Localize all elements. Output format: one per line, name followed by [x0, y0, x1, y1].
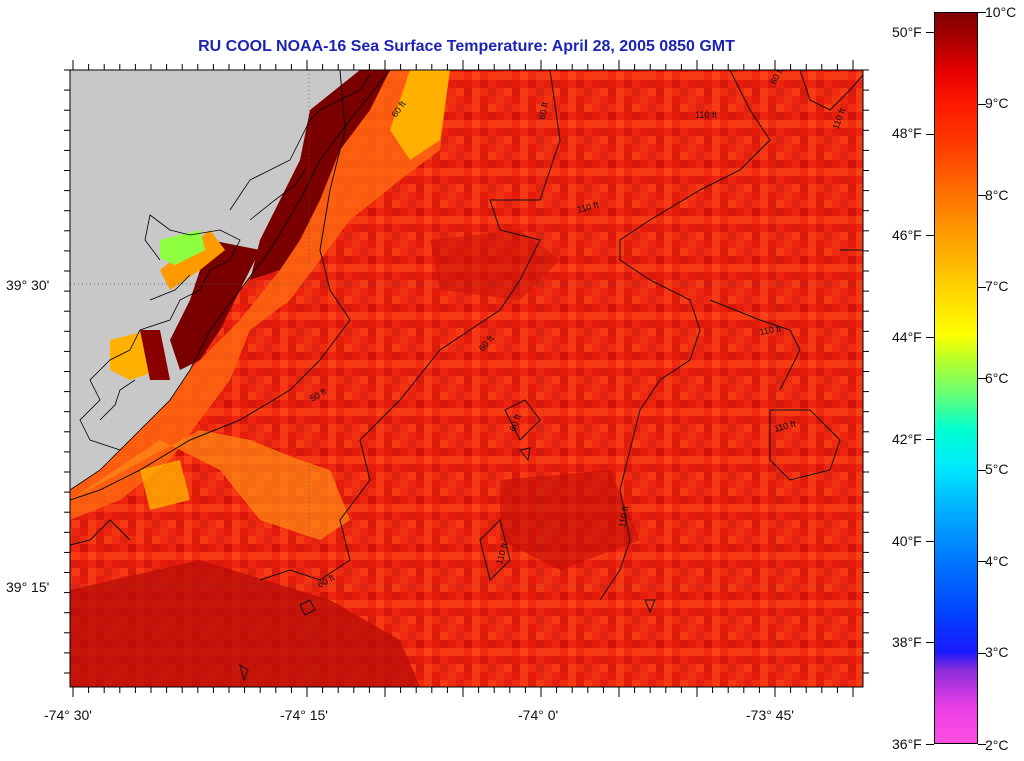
colorbar-tick-c — [978, 286, 986, 288]
colorbar-tick-c — [978, 744, 986, 745]
colorbar-tick-c — [978, 561, 986, 562]
fahrenheit-label: 48°F — [892, 125, 922, 141]
colorbar-tick-c — [978, 652, 986, 654]
map-frame — [69, 69, 864, 688]
lon-label: -74° 0' — [518, 707, 559, 723]
colorbar-tick-c — [978, 195, 986, 196]
fahrenheit-label: 38°F — [892, 634, 922, 650]
celsius-label: 2°C — [985, 737, 1009, 753]
lat-label: 39° 15' — [6, 579, 50, 595]
colorbar-tick-f — [926, 133, 934, 135]
celsius-label: 6°C — [985, 370, 1009, 386]
lon-label: -74° 30' — [44, 707, 92, 723]
fahrenheit-label: 50°F — [892, 24, 922, 40]
colorbar-tick-c — [978, 103, 986, 105]
lat-label: 39° 30' — [6, 277, 50, 293]
colorbar-tick-c — [978, 12, 986, 13]
fahrenheit-label: 46°F — [892, 227, 922, 243]
celsius-label: 7°C — [985, 278, 1009, 294]
contour-label: 110 ft — [759, 323, 783, 337]
temperature-colorbar — [934, 12, 978, 744]
colorbar-tick-f — [926, 337, 934, 339]
celsius-label: 5°C — [985, 461, 1009, 477]
contour-label: 110 ft — [617, 505, 631, 529]
axis-ticks — [64, 60, 869, 697]
contour-label: 110 ft — [695, 110, 717, 120]
colorbar-tick-f — [926, 438, 934, 440]
fahrenheit-label: 42°F — [892, 431, 922, 447]
celsius-label: 8°C — [985, 187, 1009, 203]
lon-label: -74° 15' — [280, 707, 328, 723]
colorbar-tick-f — [926, 235, 934, 237]
colorbar-tick-f — [926, 32, 934, 33]
map-data-area: 110 ft 60 ft 110 ft 60 ft 110 ft 110 ft … — [70, 70, 863, 687]
colorbar-tick-c — [978, 378, 986, 379]
lon-label: -73° 45' — [746, 707, 794, 723]
graticule — [70, 70, 863, 687]
celsius-label: 10°C — [985, 4, 1017, 20]
colorbar-tick-f — [926, 540, 934, 542]
fahrenheit-label: 40°F — [892, 533, 922, 549]
colorbar-tick-f — [926, 743, 934, 745]
celsius-label: 3°C — [985, 644, 1009, 660]
celsius-label: 4°C — [985, 553, 1009, 569]
colorbar-tick-c — [978, 469, 986, 471]
fahrenheit-label: 36°F — [892, 736, 922, 752]
map-title: RU COOL NOAA-16 Sea Surface Temperature:… — [198, 38, 735, 55]
celsius-label: 9°C — [985, 95, 1009, 111]
fahrenheit-label: 44°F — [892, 329, 922, 345]
colorbar-tick-f — [926, 642, 934, 644]
contour-label: 60 ft — [537, 101, 550, 120]
